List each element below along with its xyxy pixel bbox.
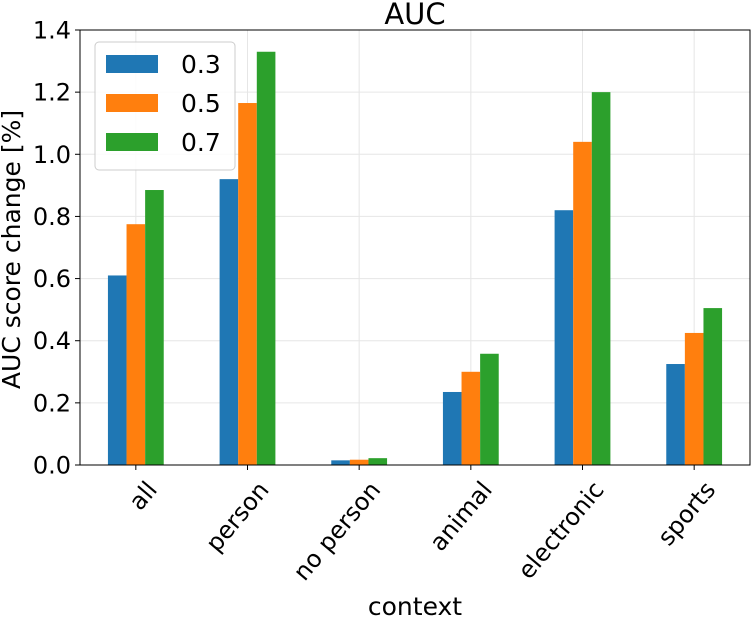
legend: 0.3 0.5 0.7 <box>94 41 236 171</box>
bar-person-0.3 <box>219 179 239 465</box>
x-tick-label: electronic <box>512 476 609 584</box>
legend-label: 0.3 <box>181 50 221 79</box>
bar-animal-0.5 <box>461 371 481 465</box>
bar-sports-0.7 <box>703 308 723 465</box>
x-tick-label: all <box>123 476 162 515</box>
y-axis-label: AUC score change [%] <box>0 110 26 389</box>
y-tick-label: 1.0 <box>33 141 71 169</box>
bar-electronic-0.7 <box>591 92 611 466</box>
x-axis-ticks: all person no person animal electronic sports <box>123 465 721 586</box>
y-tick-label: 0.8 <box>33 203 71 231</box>
bar-no-person-0.5 <box>349 459 369 465</box>
bars-group <box>107 51 723 466</box>
legend-swatch-0.3 <box>106 55 158 73</box>
bar-sports-0.5 <box>684 332 704 465</box>
x-tick-label: animal <box>424 476 498 556</box>
bar-animal-0.7 <box>480 353 499 465</box>
x-tick-label: sports <box>652 476 721 551</box>
chart-title: AUC <box>384 0 445 31</box>
bar-no-person-0.7 <box>368 458 388 465</box>
y-axis-ticks: 0.0 0.2 0.4 0.6 0.8 1.0 1.2 1.4 <box>33 17 80 480</box>
y-tick-label: 0.0 <box>33 452 71 480</box>
plot-area-frame <box>79 29 751 466</box>
bar-person-0.7 <box>256 51 276 465</box>
bar-electronic-0.5 <box>573 141 592 465</box>
bar-all-0.5 <box>126 224 146 465</box>
y-tick-label: 0.6 <box>33 265 71 293</box>
legend-label: 0.7 <box>181 128 221 157</box>
bar-all-0.3 <box>107 275 127 465</box>
y-tick-label: 0.4 <box>33 327 71 355</box>
bar-person-0.5 <box>238 103 257 466</box>
legend-swatch-0.7 <box>106 133 158 151</box>
legend-label: 0.5 <box>181 89 221 118</box>
bar-electronic-0.3 <box>554 210 574 465</box>
x-tick-label: no person <box>288 476 386 586</box>
bar-sports-0.3 <box>666 364 685 465</box>
x-tick-label: person <box>200 476 274 557</box>
x-axis-label: context <box>368 592 462 621</box>
bar-animal-0.3 <box>442 391 462 465</box>
y-tick-label: 0.2 <box>33 389 71 417</box>
bar-all-0.7 <box>145 190 164 465</box>
y-tick-label: 1.4 <box>33 17 71 45</box>
bar-no-person-0.3 <box>331 460 350 465</box>
legend-swatch-0.5 <box>106 94 158 112</box>
y-tick-label: 1.2 <box>33 79 71 107</box>
